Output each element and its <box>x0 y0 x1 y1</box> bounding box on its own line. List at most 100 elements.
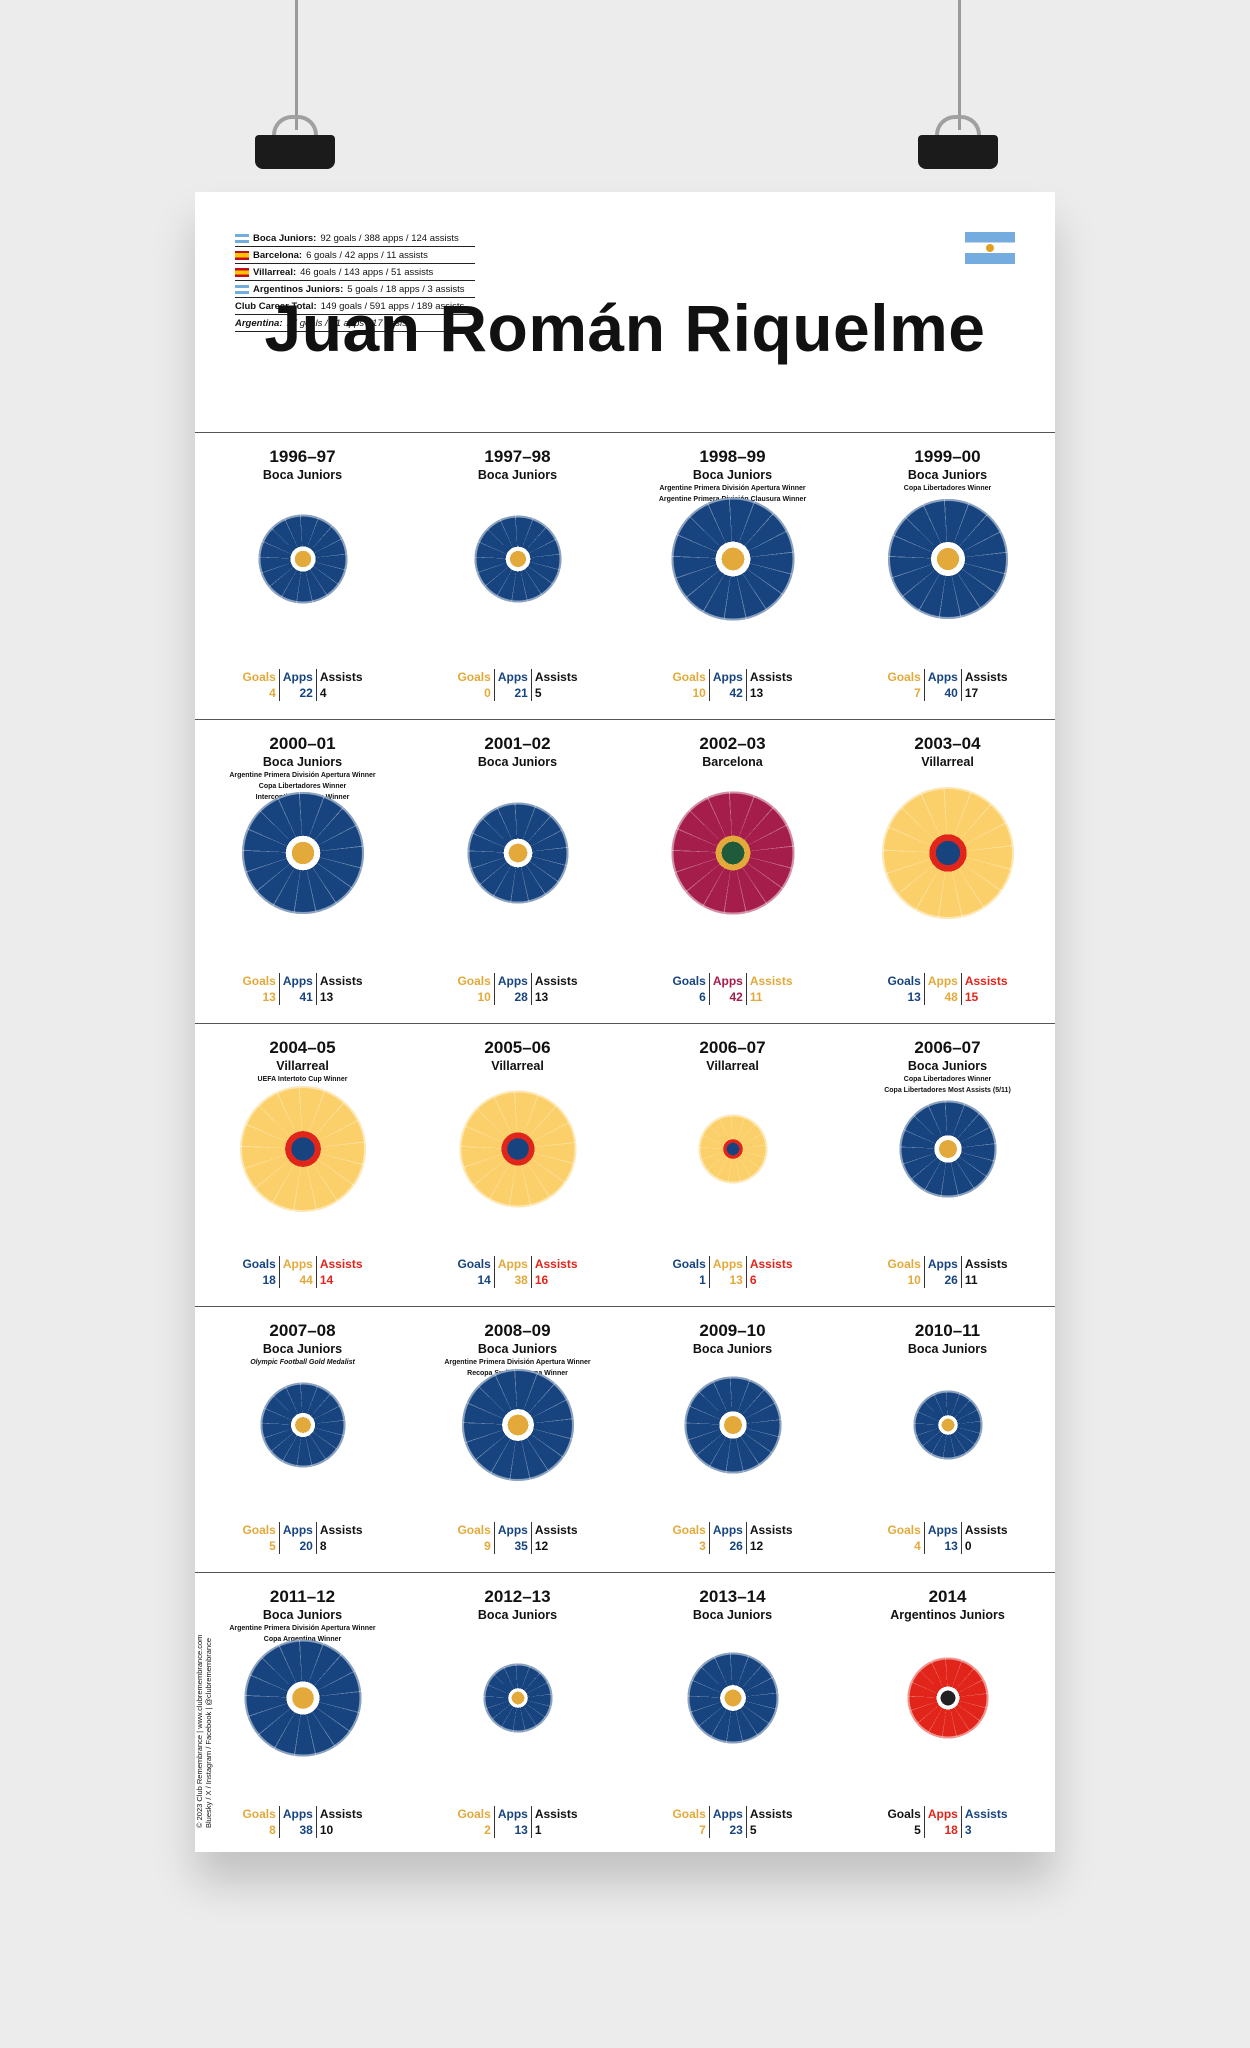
goals-stat: Goals 13 <box>884 973 923 1005</box>
football-icon <box>258 514 347 604</box>
assists-stat: Assists 16 <box>530 1256 581 1288</box>
apps-stat: Apps 40 <box>923 669 961 701</box>
poster: Boca Juniors: 92 goals / 388 apps / 124 a… <box>195 192 1055 1852</box>
club-name: Boca Juniors <box>907 468 988 482</box>
apps-label: Apps <box>282 670 313 684</box>
season-stats: Goals 7 Apps 23 Assists 5 <box>625 1806 840 1838</box>
assists-stat: Assists 6 <box>745 1256 796 1288</box>
assists-label: Assists <box>534 974 578 988</box>
goals-value: 5 <box>914 1823 921 1837</box>
assists-stat: Assists 5 <box>745 1806 796 1838</box>
football-icon <box>241 792 364 914</box>
club-name: Boca Juniors <box>262 468 343 482</box>
season-card: 2004–05 Villarreal UEFA Intertoto Cup Winn… <box>195 1024 410 1306</box>
assists-stat: Assists 15 <box>960 973 1011 1005</box>
season-label: 2006–07 <box>914 1038 981 1057</box>
apps-stat: Apps 48 <box>923 973 961 1005</box>
assists-label: Assists <box>749 1257 793 1271</box>
apps-label: Apps <box>497 1807 528 1821</box>
season-label: 1996–97 <box>269 447 336 466</box>
season-label: 2014 <box>928 1587 967 1606</box>
assists-value: 11 <box>964 1273 978 1287</box>
goals-label: Goals <box>242 1257 276 1271</box>
apps-stat: Apps 13 <box>493 1806 531 1838</box>
apps-stat: Apps 35 <box>493 1522 531 1554</box>
assists-stat: Assists 11 <box>960 1256 1011 1288</box>
season-row: 2007–08 Boca Juniors Olympic Football Gold… <box>195 1306 1055 1572</box>
goals-value: 9 <box>484 1539 491 1553</box>
apps-label: Apps <box>712 1807 743 1821</box>
club-name: Argentinos Juniors <box>890 1608 1005 1622</box>
assists-value: 10 <box>319 1823 334 1837</box>
assists-stat: Assists 5 <box>530 669 581 701</box>
apps-value: 38 <box>514 1273 528 1287</box>
apps-stat: Apps 18 <box>923 1806 961 1838</box>
assists-value: 5 <box>534 686 542 700</box>
argentina-flag-icon <box>235 234 249 243</box>
apps-value: 42 <box>729 686 743 700</box>
season-card: 2006–07 Boca Juniors Copa Libertadores Win… <box>840 1024 1055 1306</box>
season-stats: Goals 1 Apps 13 Assists 6 <box>625 1256 840 1288</box>
season-label: 2012–13 <box>484 1587 551 1606</box>
assists-value: 8 <box>319 1539 327 1553</box>
career-numbers: 17 goals / 51 apps / 17 assists <box>286 318 415 329</box>
assists-label: Assists <box>749 1523 793 1537</box>
club-name: Boca Juniors <box>907 1059 988 1073</box>
assists-label: Assists <box>964 974 1008 988</box>
apps-label: Apps <box>282 1257 313 1271</box>
goals-stat: Goals 9 <box>454 1522 493 1554</box>
assists-label: Assists <box>319 1807 363 1821</box>
assists-stat: Assists 0 <box>960 1522 1011 1554</box>
apps-value: 41 <box>299 990 313 1004</box>
season-card: 2003–04 Villarreal Goals 13 Apps 48 Assists 15 <box>840 720 1055 1023</box>
goals-stat: Goals 6 <box>669 973 708 1005</box>
assists-label: Assists <box>319 1257 363 1271</box>
club-name: Boca Juniors <box>692 1342 773 1356</box>
season-card: 1999–00 Boca Juniors Copa Libertadores Win… <box>840 433 1055 719</box>
season-card: 2006–07 Villarreal Goals 1 Apps 13 Assists 6 <box>625 1024 840 1306</box>
apps-value: 13 <box>944 1539 958 1553</box>
goals-stat: Goals 4 <box>239 669 278 701</box>
assists-value: 15 <box>964 990 979 1004</box>
season-stats: Goals 5 Apps 18 Assists 3 <box>840 1806 1055 1838</box>
season-stats: Goals 13 Apps 48 Assists 15 <box>840 973 1055 1005</box>
goals-value: 13 <box>262 990 276 1004</box>
assists-label: Assists <box>964 1523 1008 1537</box>
season-card: 2002–03 Barcelona Goals 6 Apps 42 Assists 11 <box>625 720 840 1023</box>
season-row: 2000–01 Boca Juniors Argentine Primera Div… <box>195 719 1055 1023</box>
goals-stat: Goals 18 <box>239 1256 278 1288</box>
apps-stat: Apps 38 <box>493 1256 531 1288</box>
football-icon <box>698 1114 767 1184</box>
club-name: Boca Juniors <box>477 1342 558 1356</box>
goals-stat: Goals 7 <box>669 1806 708 1838</box>
goals-label: Goals <box>457 1257 491 1271</box>
career-numbers: 5 goals / 18 apps / 3 assists <box>347 284 465 295</box>
assists-stat: Assists 12 <box>530 1522 581 1554</box>
assists-stat: Assists 10 <box>315 1806 366 1838</box>
apps-value: 13 <box>729 1273 743 1287</box>
apps-label: Apps <box>282 1523 313 1537</box>
career-club: Boca Juniors: <box>253 233 317 244</box>
football-icon <box>881 787 1014 919</box>
apps-value: 20 <box>299 1539 313 1553</box>
club-name: Boca Juniors <box>477 1608 558 1622</box>
season-label: 2004–05 <box>269 1038 336 1057</box>
goals-label: Goals <box>672 1523 706 1537</box>
club-name: Boca Juniors <box>692 1608 773 1622</box>
assists-label: Assists <box>964 1257 1008 1271</box>
goals-stat: Goals 5 <box>884 1806 923 1838</box>
apps-stat: Apps 22 <box>278 669 316 701</box>
assists-value: 13 <box>534 990 549 1004</box>
honour-text: Copa Libertadores Winner <box>903 485 992 492</box>
season-stats: Goals 9 Apps 35 Assists 12 <box>410 1522 625 1554</box>
assists-stat: Assists 11 <box>745 973 796 1005</box>
goals-value: 7 <box>914 686 921 700</box>
assists-value: 14 <box>319 1273 334 1287</box>
season-card: 1996–97 Boca Juniors Goals 4 Apps 22 Assists 4 <box>195 433 410 719</box>
goals-stat: Goals 10 <box>884 1256 923 1288</box>
hanging-wire-right <box>958 0 961 130</box>
apps-label: Apps <box>927 974 958 988</box>
assists-stat: Assists 4 <box>315 669 366 701</box>
season-stats: Goals 0 Apps 21 Assists 5 <box>410 669 625 701</box>
spain-flag-icon <box>235 268 249 277</box>
